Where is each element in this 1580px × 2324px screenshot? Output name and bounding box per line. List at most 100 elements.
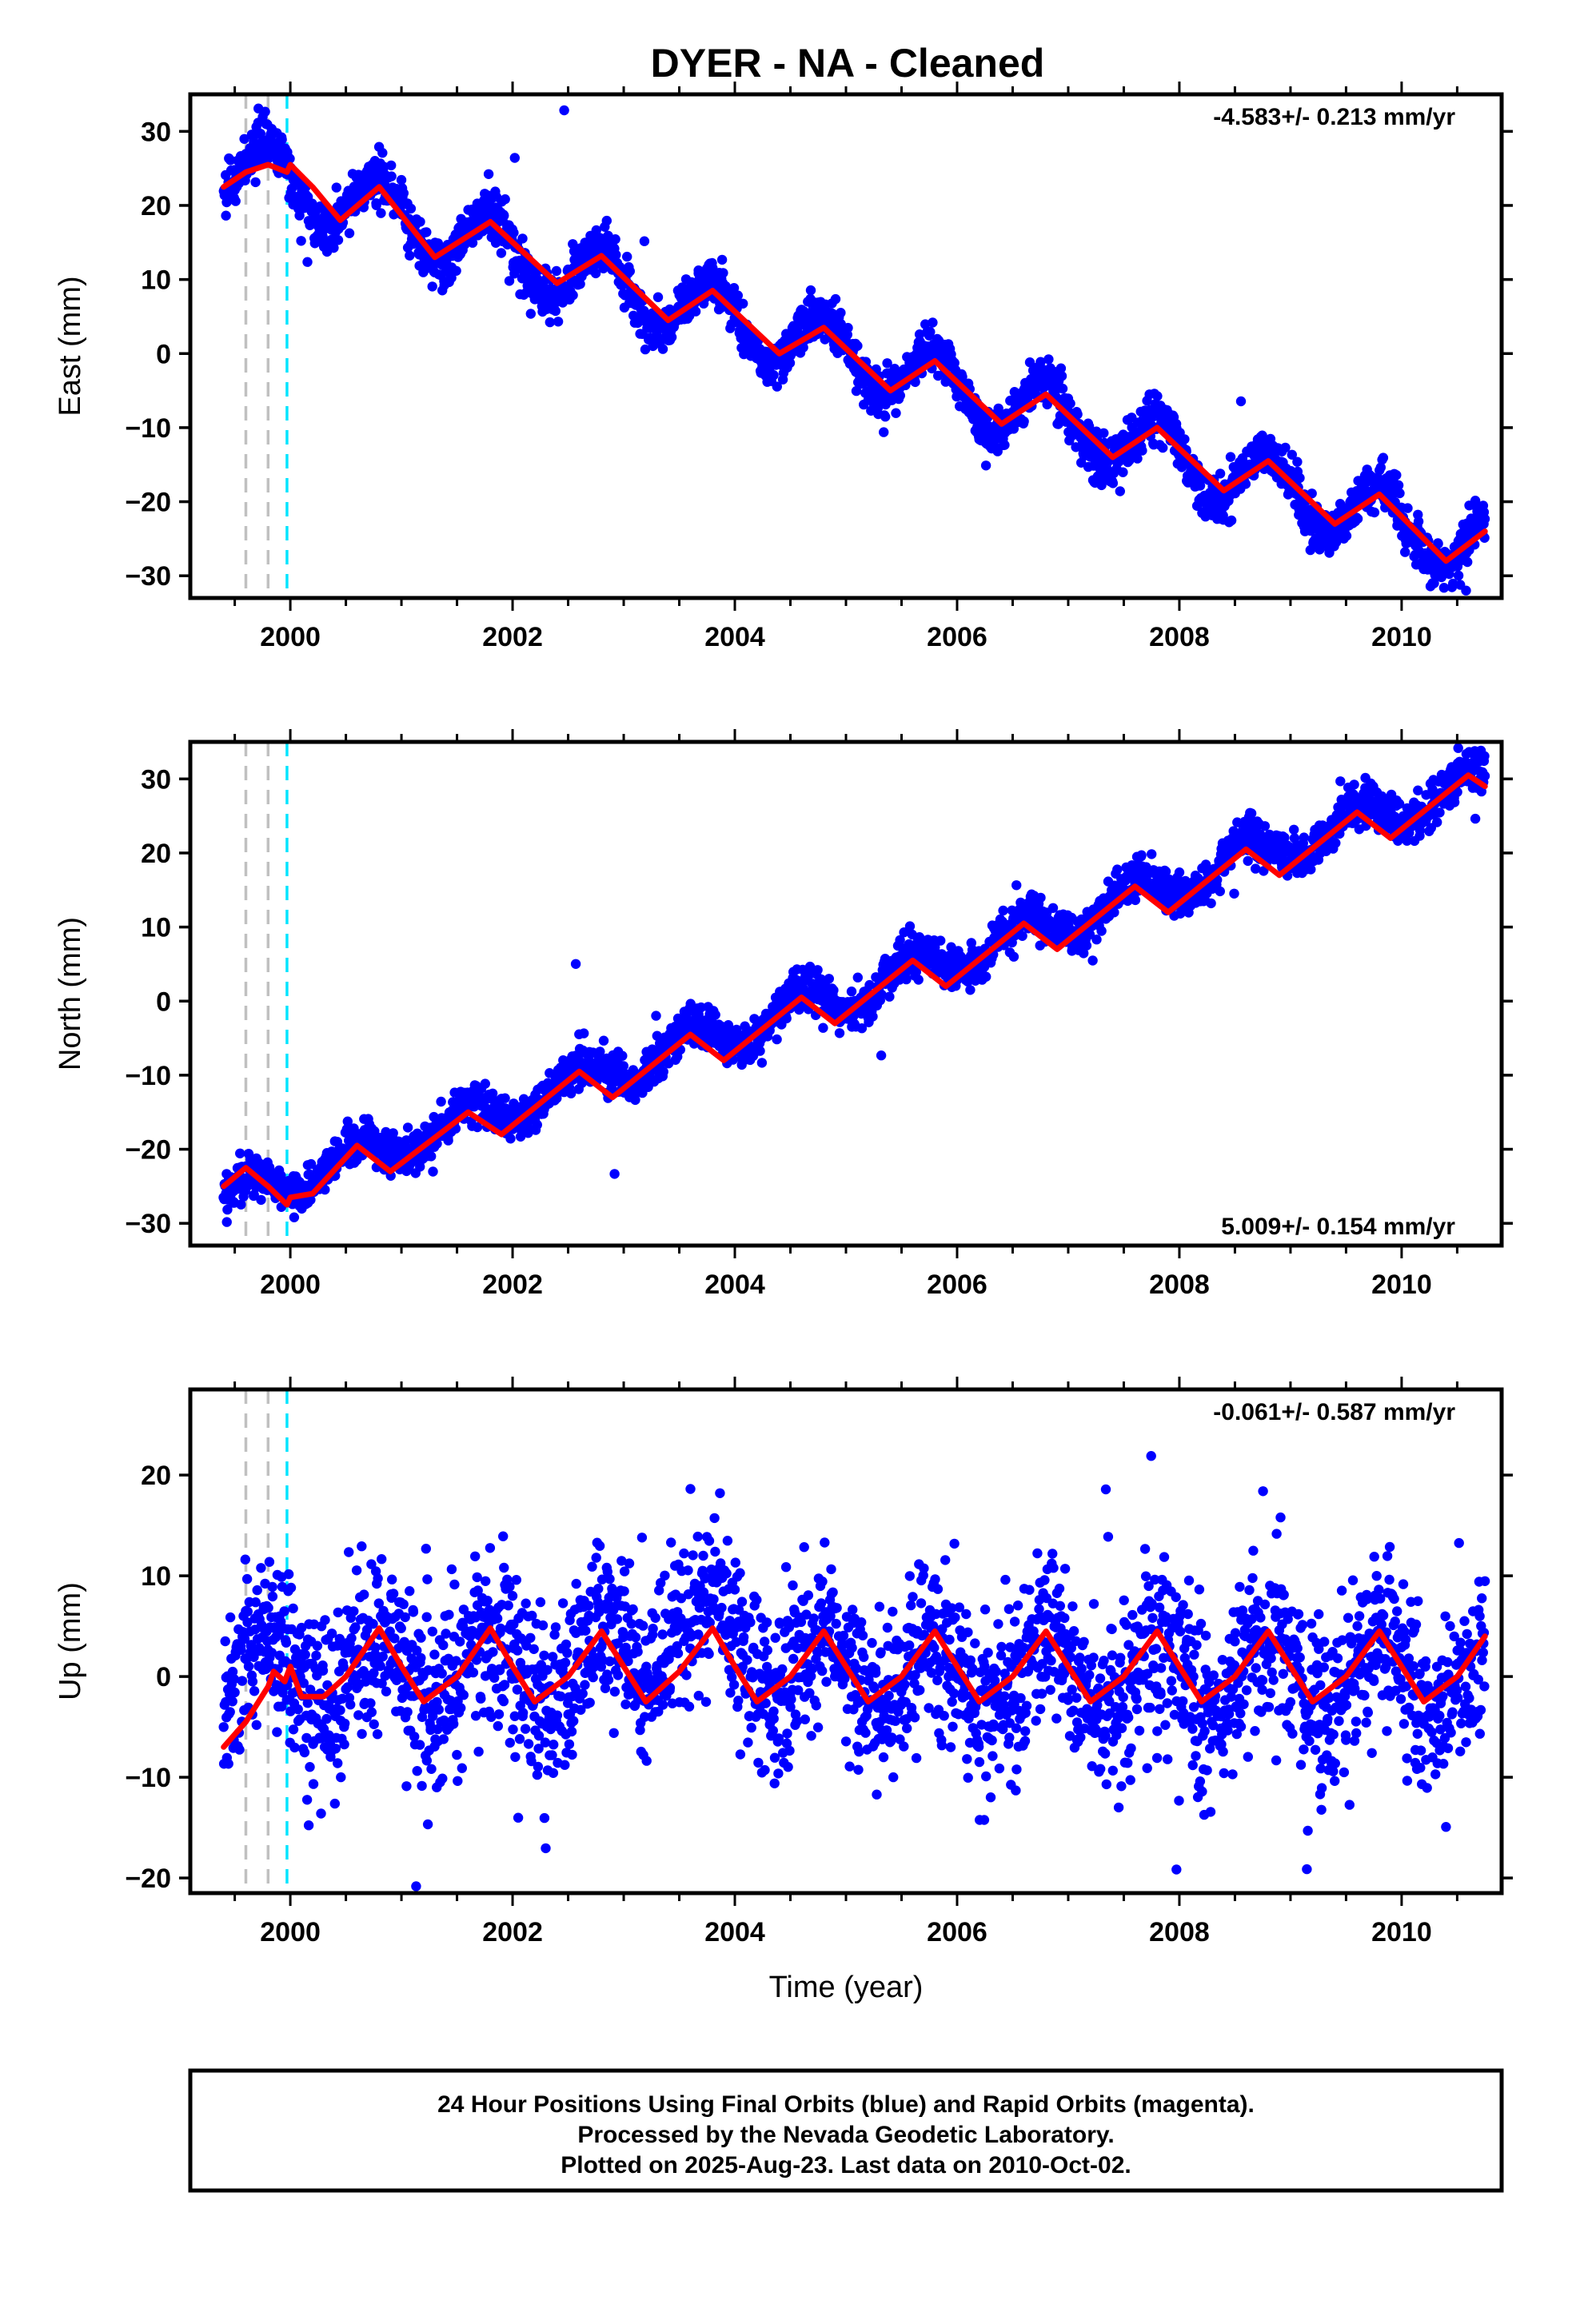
data-point bbox=[914, 975, 924, 984]
data-point bbox=[812, 965, 822, 975]
data-point bbox=[1215, 468, 1225, 478]
data-point bbox=[499, 211, 509, 221]
data-point bbox=[517, 233, 527, 243]
data-point bbox=[1118, 468, 1127, 477]
data-point bbox=[484, 169, 493, 179]
data-point bbox=[1099, 429, 1108, 438]
data-point bbox=[1227, 516, 1236, 525]
data-point bbox=[1108, 478, 1118, 488]
data-point bbox=[428, 1166, 437, 1176]
data-point bbox=[667, 333, 676, 342]
data-point bbox=[1414, 516, 1423, 526]
data-point bbox=[1087, 955, 1097, 965]
data-point bbox=[421, 227, 431, 237]
x-tick-label: 2004 bbox=[704, 622, 765, 652]
data-point bbox=[896, 391, 905, 401]
data-point bbox=[389, 1128, 398, 1138]
y-tick-label: −30 bbox=[125, 561, 171, 592]
data-point bbox=[599, 1036, 608, 1046]
x-tick-label: 2010 bbox=[1371, 622, 1432, 652]
data-point bbox=[1136, 851, 1146, 860]
data-point bbox=[386, 161, 396, 170]
y-tick-label: −10 bbox=[125, 413, 171, 444]
data-point bbox=[1179, 434, 1189, 444]
data-point bbox=[497, 248, 506, 257]
data-point bbox=[852, 341, 862, 350]
data-point bbox=[1152, 391, 1162, 401]
data-point bbox=[1480, 514, 1490, 524]
y-tick-label: 10 bbox=[141, 265, 171, 296]
data-point bbox=[552, 266, 561, 276]
data-point bbox=[436, 1097, 445, 1106]
y-tick-label: −20 bbox=[125, 488, 171, 518]
data-point bbox=[1096, 926, 1106, 935]
data-point bbox=[1019, 417, 1028, 426]
data-point bbox=[1342, 531, 1351, 540]
data-point bbox=[426, 1151, 436, 1161]
data-point bbox=[755, 1046, 764, 1055]
data-point bbox=[868, 1011, 877, 1021]
data-point bbox=[1400, 547, 1410, 556]
data-point bbox=[1353, 514, 1363, 524]
data-point bbox=[568, 290, 577, 300]
data-point bbox=[768, 370, 778, 380]
data-point bbox=[640, 237, 649, 246]
data-point bbox=[1394, 488, 1404, 498]
data-point bbox=[879, 427, 888, 436]
data-point bbox=[602, 216, 612, 225]
chart-title: DYER - NA - Cleaned bbox=[651, 41, 1045, 86]
data-point bbox=[1147, 849, 1156, 859]
data-point bbox=[399, 188, 409, 197]
data-point bbox=[1065, 399, 1075, 409]
data-point bbox=[451, 266, 461, 276]
data-point bbox=[733, 290, 743, 300]
data-point bbox=[559, 106, 569, 115]
data-point bbox=[406, 204, 416, 213]
data-point bbox=[1009, 952, 1019, 962]
x-tick-label: 2000 bbox=[260, 622, 321, 652]
data-point bbox=[510, 153, 520, 162]
data-point bbox=[658, 344, 668, 353]
data-point bbox=[711, 1010, 720, 1019]
data-point bbox=[1158, 443, 1167, 452]
data-point bbox=[296, 236, 305, 245]
data-point bbox=[1043, 354, 1053, 364]
data-point bbox=[1131, 895, 1140, 905]
data-point bbox=[501, 194, 510, 204]
data-point bbox=[332, 182, 341, 192]
data-point bbox=[998, 906, 1007, 915]
data-point bbox=[847, 987, 856, 996]
data-point bbox=[302, 257, 312, 267]
data-point bbox=[277, 134, 286, 144]
data-point bbox=[509, 228, 518, 237]
data-point bbox=[691, 306, 700, 316]
data-point bbox=[1215, 887, 1225, 896]
data-point bbox=[1391, 470, 1401, 480]
data-point bbox=[965, 985, 975, 995]
data-point bbox=[571, 959, 581, 969]
data-point bbox=[999, 440, 1009, 449]
data-point bbox=[1035, 893, 1045, 903]
data-point bbox=[256, 1195, 265, 1205]
data-point bbox=[222, 1217, 232, 1226]
data-point bbox=[481, 1078, 490, 1088]
data-point bbox=[1335, 776, 1345, 786]
data-point bbox=[625, 266, 635, 276]
data-point bbox=[345, 229, 354, 238]
data-point bbox=[221, 211, 230, 221]
data-point bbox=[1236, 397, 1246, 406]
data-point bbox=[981, 460, 991, 470]
data-point bbox=[533, 1120, 542, 1130]
data-point bbox=[1299, 832, 1309, 842]
data-point bbox=[1295, 473, 1304, 483]
data-point bbox=[377, 148, 387, 157]
data-point bbox=[500, 1094, 509, 1103]
data-point bbox=[231, 196, 241, 205]
data-point bbox=[738, 299, 748, 309]
data-point bbox=[609, 1169, 619, 1178]
data-point bbox=[806, 285, 816, 295]
data-point bbox=[1247, 808, 1256, 818]
